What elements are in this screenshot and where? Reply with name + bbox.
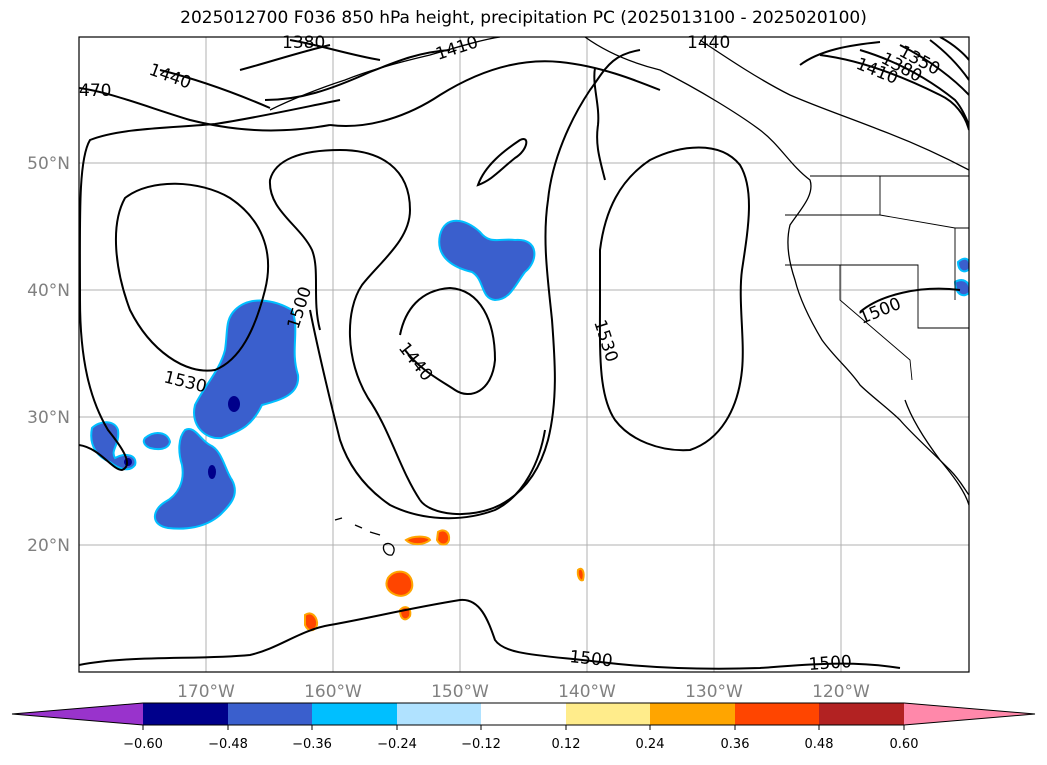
- map-area: [79, 37, 969, 672]
- colorbar-swatch: [143, 703, 228, 725]
- state-borders: [785, 175, 969, 381]
- colorbar-tick-label: −0.36: [292, 737, 332, 752]
- colorbar-tick-label: −0.60: [123, 737, 163, 752]
- colorbar-tick-label: 0.60: [890, 737, 919, 752]
- colorbar-tick-marks: [142, 725, 905, 730]
- colorbar-swatch: [481, 703, 566, 725]
- lat-label: 40°N: [27, 281, 70, 301]
- colorbar-swatch: [397, 703, 481, 725]
- contour-label: 1500: [808, 652, 853, 675]
- lon-label: 160°W: [304, 682, 362, 702]
- colorbar-tick-label: 0.12: [552, 737, 581, 752]
- colorbar-tick-label: 0.36: [721, 737, 750, 752]
- coastlines: [269, 37, 969, 556]
- colorbar: −0.60 −0.48 −0.36 −0.24 −0.12 0.12 0.24 …: [11, 702, 1036, 752]
- colorbar-tick-label: −0.12: [461, 737, 501, 752]
- contour-label: 1440: [687, 33, 730, 53]
- longitude-labels: 170°W 160°W 150°W 140°W 130°W 120°W: [177, 682, 870, 702]
- lon-label: 150°W: [431, 682, 489, 702]
- lat-label: 50°N: [27, 154, 70, 174]
- colorbar-swatch: [904, 703, 1035, 725]
- colorbar-swatch: [735, 703, 819, 725]
- colorbar-tick-label: −0.24: [377, 737, 417, 752]
- lon-label: 140°W: [558, 682, 616, 702]
- colorbar-swatch: [566, 703, 650, 725]
- map-title: 2025012700 F036 850 hPa height, precipit…: [180, 8, 867, 28]
- precip-positive-anomalies: [304, 529, 585, 632]
- colorbar-swatch: [312, 703, 397, 725]
- colorbar-tick-label: 0.24: [636, 737, 665, 752]
- colorbar-swatch: [650, 703, 735, 725]
- contour-label: 1380: [282, 33, 325, 53]
- colorbar-swatch: [12, 703, 143, 725]
- lon-label: 120°W: [812, 682, 870, 702]
- lat-label: 30°N: [27, 408, 70, 428]
- lon-label: 170°W: [177, 682, 235, 702]
- colorbar-swatch: [228, 703, 312, 725]
- map-border: [78, 36, 970, 673]
- height-contours: [79, 37, 969, 670]
- lon-label: 130°W: [685, 682, 743, 702]
- contour-label: 1500: [568, 647, 613, 671]
- gridlines: [79, 37, 969, 672]
- contour-label: 470: [79, 81, 111, 101]
- colorbar-swatch: [819, 703, 904, 725]
- latitude-labels: 50°N 40°N 30°N 20°N: [27, 154, 70, 556]
- lat-label: 20°N: [27, 536, 70, 556]
- colorbar-tick-label: 0.48: [805, 737, 834, 752]
- colorbar-tick-label: −0.48: [208, 737, 248, 752]
- precip-negative-anomalies: [90, 219, 969, 530]
